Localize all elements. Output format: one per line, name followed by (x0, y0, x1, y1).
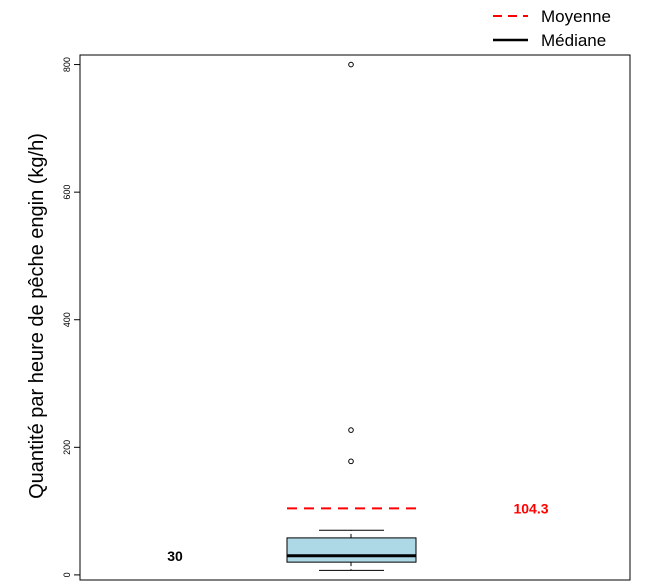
outlier-point (348, 61, 354, 68)
legend: Moyenne Médiane (493, 7, 611, 50)
y-tick-label: 800 (62, 57, 72, 72)
box-plot (286, 61, 417, 571)
median-value-label: 30 (167, 548, 183, 564)
iqr-box (286, 537, 417, 563)
y-tick-label: 400 (62, 312, 72, 327)
outlier-point (348, 458, 354, 465)
plot-frame (79, 54, 631, 581)
mean-value-label: 104.3 (513, 500, 548, 516)
legend-mean-label: Moyenne (541, 7, 611, 26)
y-tick-label: 600 (62, 185, 72, 200)
legend-median-label: Médiane (541, 31, 606, 50)
y-axis: 0 200 400 600 800 (62, 57, 80, 577)
outlier-point (348, 427, 354, 433)
y-tick-label: 200 (62, 440, 72, 455)
y-tick-label: 0 (62, 572, 72, 577)
y-axis-title: Quantité par heure de pêche engin (kg/h) (26, 133, 48, 499)
